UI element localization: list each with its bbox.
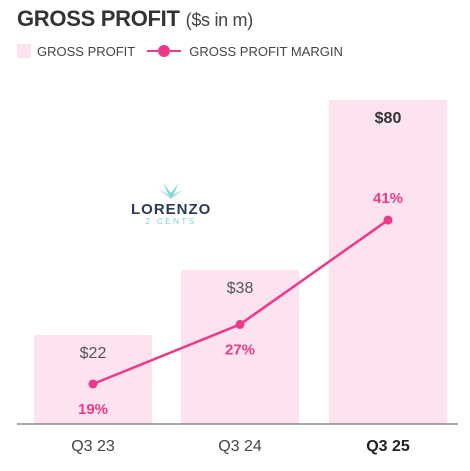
legend: GROSS PROFIT GROSS PROFIT MARGIN: [17, 41, 343, 61]
bar-value-label-q3-24: $38: [227, 280, 254, 297]
legend-bar-swatch: [17, 44, 31, 58]
chart-title-text: GROSS PROFIT: [17, 6, 180, 31]
watermark-logo: LORENZO 2 CENTS: [131, 178, 211, 226]
margin-label-q3-24: 27%: [225, 341, 255, 358]
chart-title-unit: ($s in m): [185, 10, 254, 30]
bar-q3-25: [329, 100, 447, 424]
margin-label-q3-23: 19%: [78, 401, 108, 418]
x-tick-label-q3-24: Q3 24: [218, 438, 262, 455]
watermark-text: LORENZO: [131, 201, 212, 218]
bar-value-label-q3-25: $80: [375, 110, 402, 127]
chart-title: GROSS PROFIT ($s in m): [17, 6, 253, 32]
legend-line-marker: [147, 45, 182, 57]
bar-q3-23: [34, 334, 152, 424]
leaf-icon: [158, 183, 184, 199]
margin-point-q3-23: [88, 379, 98, 389]
legend-bar-label: GROSS PROFIT: [37, 43, 136, 59]
margin-point-q3-24: [235, 319, 245, 329]
margin-label-q3-25: 41%: [373, 190, 403, 207]
watermark-subtext: 2 CENTS: [145, 217, 197, 226]
legend-line-label: GROSS PROFIT MARGIN: [189, 43, 343, 59]
x-tick-label-q3-25: Q3 25: [366, 438, 410, 455]
margin-point-q3-25: [383, 215, 393, 225]
bar-value-label-q3-23: $22: [80, 345, 107, 362]
x-tick-label-q3-23: Q3 23: [71, 438, 115, 455]
